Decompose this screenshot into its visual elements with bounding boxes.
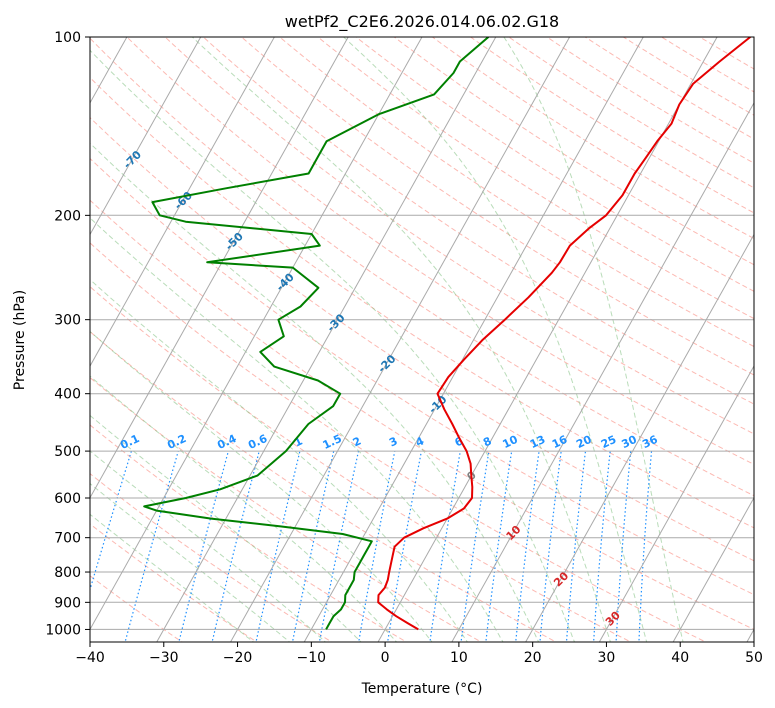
mixing-ratio-label: 36 xyxy=(640,433,660,451)
isotherm-line xyxy=(90,37,202,236)
temperature-profile-line xyxy=(377,37,751,631)
moist-adiabat xyxy=(90,217,504,642)
isotherm-line xyxy=(303,37,644,642)
isotherm-line xyxy=(90,37,275,368)
dry-adiabat xyxy=(90,376,483,642)
mixing-ratio-line xyxy=(211,450,260,642)
y-tick-label: 600 xyxy=(54,491,81,507)
dry-adiabat xyxy=(90,523,258,642)
profile-series xyxy=(143,37,751,631)
mixing-ratio-line xyxy=(429,450,461,642)
dry-adiabats xyxy=(90,37,754,642)
dry-adiabat xyxy=(90,116,754,562)
isotherm-line xyxy=(377,37,718,642)
isotherm-line xyxy=(451,101,754,642)
dry-adiabat xyxy=(90,76,754,529)
dry-adiabat xyxy=(584,37,754,140)
mixing-ratio-line xyxy=(515,451,540,642)
x-tick-label: 20 xyxy=(524,650,542,666)
y-tick-label: 500 xyxy=(54,444,81,460)
x-tick-label: 10 xyxy=(450,650,468,666)
y-tick-label: 100 xyxy=(54,30,81,46)
isotherm-line xyxy=(672,496,754,642)
x-tick-label: −30 xyxy=(149,650,179,666)
mixing-ratio-label: 20 xyxy=(574,433,594,451)
y-axis-title: Pressure (hPa) xyxy=(12,290,28,390)
mixing-ratio-line xyxy=(592,451,611,642)
dry-adiabat xyxy=(90,37,754,497)
pressure-gridlines xyxy=(90,37,754,630)
y-tick-label: 700 xyxy=(54,531,81,547)
y-tick-label: 400 xyxy=(54,387,81,403)
mixing-ratio-labels: 0.1 0.2 0.4 0.6 1 1.5 2 3 4 6 8 10 13 16 20 25 30 36 xyxy=(118,432,660,452)
mixing-ratio-line xyxy=(255,450,301,642)
plot-area: -100-90-80-70-60-50-40-30-20-10010203040… xyxy=(90,37,754,642)
isotherm-line xyxy=(229,37,571,642)
y-tick-label: 200 xyxy=(54,208,81,224)
mixing-ratio-line xyxy=(387,450,422,642)
mixing-ratio-line xyxy=(615,451,632,642)
dewpoint-profile-line xyxy=(143,37,490,630)
x-tick-label: −10 xyxy=(297,650,327,666)
x-axis-title: Temperature (°C) xyxy=(361,681,483,697)
mixing-ratio-line xyxy=(638,451,653,642)
y-tick-label: 800 xyxy=(54,565,81,581)
dry-adiabat xyxy=(317,37,754,320)
x-tick-label: −20 xyxy=(223,650,253,666)
mixing-ratio-label: 10 xyxy=(501,433,521,451)
isotherm-line xyxy=(90,37,349,499)
mixing-ratio-label: 25 xyxy=(599,433,618,451)
mixing-ratio-label: 13 xyxy=(528,433,547,451)
mixing-ratio-label: 16 xyxy=(550,433,570,451)
x-axis: −40 −30 −20 −10 0 10 20 30 40 50 xyxy=(75,642,763,666)
x-tick-label: −40 xyxy=(75,650,105,666)
dry-adiabat xyxy=(90,286,632,642)
dry-adiabat xyxy=(126,37,754,465)
y-tick-label: 300 xyxy=(54,313,81,329)
moist-adiabat xyxy=(90,482,291,642)
x-tick-label: 50 xyxy=(745,650,763,666)
isotherms xyxy=(90,37,754,642)
x-tick-label: 30 xyxy=(598,650,616,666)
mixing-ratio-line xyxy=(318,450,360,642)
dry-adiabat xyxy=(469,37,754,214)
mixing-ratio-line xyxy=(124,450,179,642)
dry-adiabat xyxy=(278,37,754,348)
moist-adiabat xyxy=(90,142,540,642)
mixing-ratio-line xyxy=(565,451,587,642)
mixing-ratio-line xyxy=(460,451,490,642)
y-tick-label: 900 xyxy=(54,595,81,611)
mixing-ratio-lines xyxy=(90,450,653,642)
isotherm-line xyxy=(156,37,497,642)
isotherm-line xyxy=(90,37,423,631)
moist-adiabat xyxy=(503,37,684,642)
mixing-ratio-line xyxy=(178,450,229,642)
moist-adiabat xyxy=(343,37,648,642)
isotherm-line xyxy=(598,365,754,642)
mixing-ratio-line xyxy=(485,451,513,642)
plot-frame xyxy=(89,36,755,643)
mixing-ratio-line xyxy=(358,450,396,642)
dry-adiabat xyxy=(90,330,558,642)
moist-adiabat xyxy=(90,513,255,642)
mixing-ratio-line xyxy=(291,450,335,642)
moist-adiabat xyxy=(191,37,612,642)
moist-adiabat xyxy=(90,330,433,642)
mixing-ratio-label: 30 xyxy=(620,433,640,451)
mixing-ratio-line xyxy=(90,450,132,592)
y-axis: 100 200 300 400 500 600 700 800 900 1000 xyxy=(45,30,90,638)
moist-adiabat xyxy=(90,49,576,642)
y-tick-label: 1000 xyxy=(45,622,81,638)
chart-title: wetPf2_C2E6.2026.014.06.02.G18 xyxy=(285,12,559,32)
dry-adiabat xyxy=(90,473,333,642)
x-tick-label: 0 xyxy=(381,650,390,666)
dry-adiabat xyxy=(431,37,754,240)
isotherm-line xyxy=(525,233,754,642)
x-tick-label: 40 xyxy=(671,650,689,666)
dry-adiabat xyxy=(90,199,754,631)
